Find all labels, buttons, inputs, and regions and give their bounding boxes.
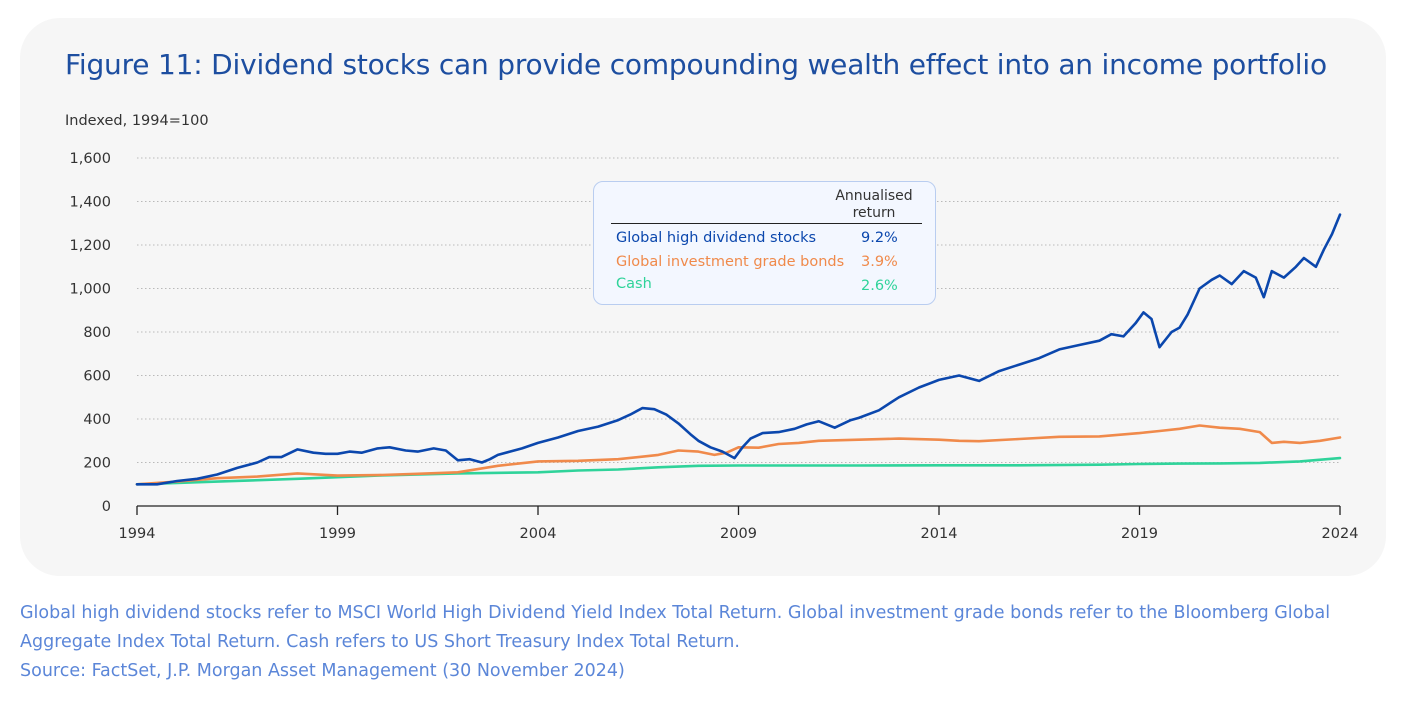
x-tick-label: 2024 [1322, 526, 1359, 542]
legend-value-stocks: 9.2% [861, 230, 898, 246]
y-axis-label: Indexed, 1994=100 [65, 113, 209, 129]
legend-header-line1: Annualised [835, 188, 913, 204]
y-tick-label: 400 [83, 412, 111, 428]
y-tick-label: 1,200 [69, 238, 111, 254]
y-tick-label: 1,600 [69, 151, 111, 167]
y-tick-label: 1,000 [69, 282, 111, 298]
series-stocks-line [135, 213, 1342, 486]
footnote: Global high dividend stocks refer to MSC… [20, 599, 1390, 686]
x-tick-label: 2004 [520, 526, 557, 542]
y-tick-label: 1,400 [69, 195, 111, 211]
series-bonds-line [135, 424, 1342, 486]
series-lines [135, 213, 1342, 486]
footnote-line-1: Global high dividend stocks refer to MSC… [20, 603, 1331, 623]
y-tick-label: 600 [83, 369, 111, 385]
legend-label-bonds: Global investment grade bonds [616, 254, 845, 270]
footnote-line-2: Aggregate Index Total Return. Cash refer… [20, 632, 740, 652]
x-tick-label: 1994 [119, 526, 156, 542]
x-tick-label: 2019 [1121, 526, 1158, 542]
x-tick-label: 1999 [319, 526, 356, 542]
legend-value-cash: 2.6% [861, 278, 898, 294]
legend-label-stocks: Global high dividend stocks [616, 230, 817, 246]
x-axis: 1994 1999 2004 2009 2014 2019 2024 [119, 505, 1359, 542]
footnote-source: Source: FactSet, J.P. Morgan Asset Manag… [20, 661, 625, 681]
chart-title: Figure 11: Dividend stocks can provide c… [65, 48, 1327, 81]
legend-divider [611, 223, 922, 224]
x-tick-label: 2014 [921, 526, 958, 542]
x-tick-label: 2009 [720, 526, 757, 542]
legend-label-cash: Cash [616, 276, 652, 292]
legend-header: Annualised return [824, 188, 924, 222]
legend-value-bonds: 3.9% [861, 254, 898, 270]
legend-box: Annualised return Global high dividend s… [593, 181, 936, 305]
y-tick-label: 0 [102, 499, 111, 515]
legend-header-line2: return [852, 205, 896, 221]
y-axis: 0 200 400 600 800 1,000 1,200 1,400 1,600 [69, 151, 111, 515]
y-tick-label: 800 [83, 325, 111, 341]
y-tick-label: 200 [83, 456, 111, 472]
